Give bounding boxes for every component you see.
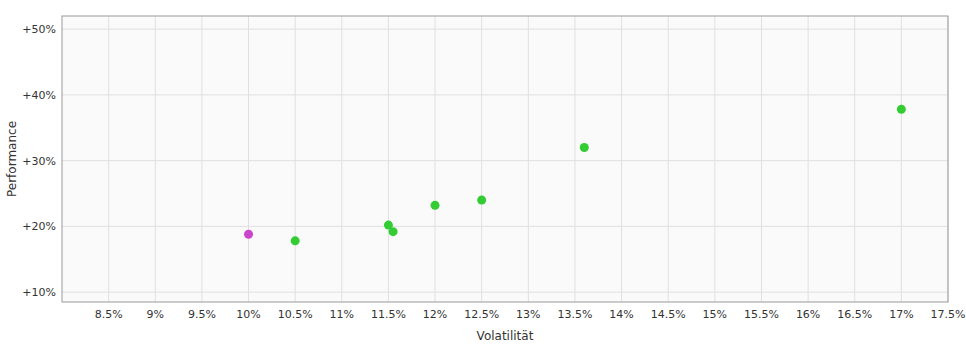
x-tick-label: 10.5% <box>278 308 313 321</box>
y-grid-line <box>62 226 948 227</box>
y-tick-label: +10% <box>22 286 56 299</box>
x-grid-line <box>155 16 156 302</box>
x-grid-line <box>761 16 762 302</box>
scatter-point <box>431 201 440 210</box>
y-tick-label: +30% <box>22 155 56 168</box>
scatter-point <box>291 236 300 245</box>
x-grid-line <box>854 16 855 302</box>
x-tick-label: 11.5% <box>371 308 406 321</box>
scatter-point <box>477 196 486 205</box>
y-axis-label: Performance <box>5 121 19 197</box>
x-tick-label: 17% <box>889 308 913 321</box>
y-tick-label: +20% <box>22 220 56 233</box>
x-tick-label: 9% <box>147 308 164 321</box>
x-axis-label: Volatilität <box>477 329 534 343</box>
x-grid-line <box>621 16 622 302</box>
y-tick-label: +50% <box>22 23 56 36</box>
y-grid-line <box>62 29 948 30</box>
ticks: 8.5% 9% 9.5% 10% 10.5% 11% 11.5% 12% 12.5% 13% 13.… <box>22 23 965 321</box>
y-grid-line <box>62 160 948 161</box>
x-tick-label: 12% <box>423 308 447 321</box>
x-tick-label: 15% <box>703 308 727 321</box>
x-tick-label: 14.5% <box>651 308 686 321</box>
x-tick-label: 16.5% <box>837 308 872 321</box>
scatter-point <box>389 227 398 236</box>
plot-area <box>62 16 948 302</box>
x-grid-line <box>901 16 902 302</box>
x-grid-line <box>714 16 715 302</box>
grid <box>62 16 948 302</box>
points <box>244 105 906 245</box>
x-tick-label: 13% <box>516 308 540 321</box>
x-tick-label: 12.5% <box>464 308 499 321</box>
scatter-point <box>897 105 906 114</box>
x-grid-line <box>435 16 436 302</box>
x-grid-line <box>808 16 809 302</box>
x-tick-label: 9.5% <box>188 308 216 321</box>
x-tick-label: 14% <box>609 308 633 321</box>
x-tick-label: 10% <box>236 308 260 321</box>
y-grid-line <box>62 292 948 293</box>
y-tick-label: +40% <box>22 89 56 102</box>
x-grid-line <box>248 16 249 302</box>
plot-frame <box>62 16 948 302</box>
x-tick-label: 17.5% <box>931 308 966 321</box>
scatter-point <box>580 143 589 152</box>
x-tick-label: 16% <box>796 308 820 321</box>
x-grid-line <box>108 16 109 302</box>
x-grid-line <box>481 16 482 302</box>
x-grid-line <box>388 16 389 302</box>
x-grid-line <box>295 16 296 302</box>
x-tick-label: 13.5% <box>557 308 592 321</box>
x-grid-line <box>668 16 669 302</box>
x-grid-line <box>201 16 202 302</box>
x-tick-label: 11% <box>330 308 354 321</box>
scatter-point <box>244 230 253 239</box>
y-grid-line <box>62 94 948 95</box>
x-grid-line <box>341 16 342 302</box>
chart: 8.5% 9% 9.5% 10% 10.5% 11% 11.5% 12% 12.5% 13% 13.… <box>0 0 966 350</box>
x-grid-line <box>574 16 575 302</box>
x-tick-label: 15.5% <box>744 308 779 321</box>
x-tick-label: 8.5% <box>95 308 123 321</box>
x-grid-line <box>528 16 529 302</box>
